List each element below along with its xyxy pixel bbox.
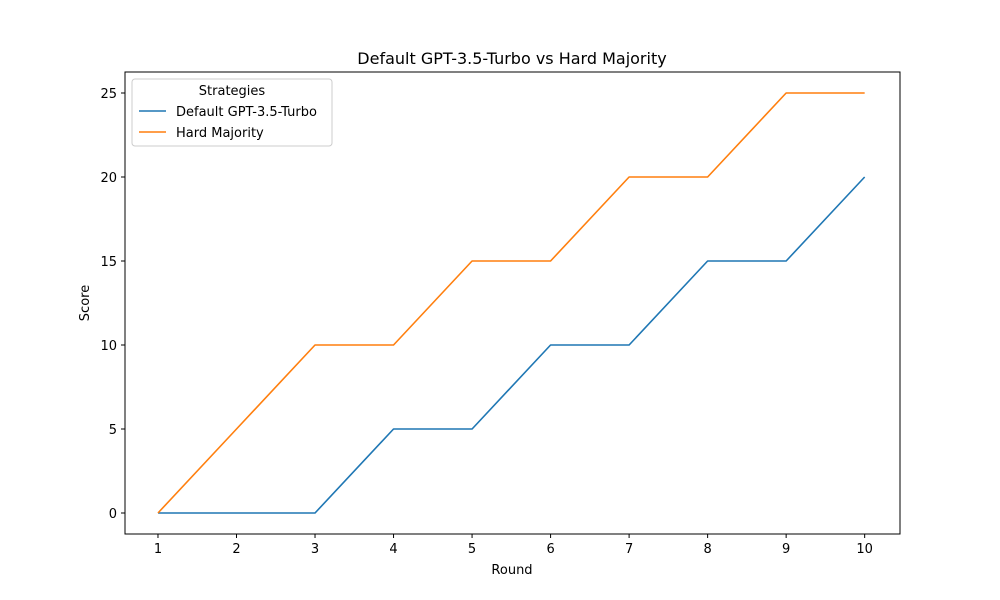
legend-box bbox=[131, 78, 333, 147]
legend-label: Hard Majority bbox=[176, 126, 264, 141]
x-tick-label: 7 bbox=[625, 542, 633, 557]
plot-lines bbox=[157, 92, 866, 514]
x-tick-label: 6 bbox=[546, 542, 554, 557]
y-tick-label: 10 bbox=[100, 339, 117, 354]
y-tick-label: 15 bbox=[100, 255, 117, 270]
plot-frame bbox=[124, 71, 901, 535]
x-tick-label: 4 bbox=[389, 542, 397, 557]
series-line-1 bbox=[157, 176, 866, 514]
x-axis-title: Round bbox=[491, 563, 532, 578]
x-tick-label: 2 bbox=[232, 542, 240, 557]
x-tick-label: 10 bbox=[856, 542, 873, 557]
y-tick-label: 25 bbox=[100, 87, 117, 102]
legend-title: Strategies bbox=[199, 84, 266, 99]
y-tick-label: 5 bbox=[109, 423, 117, 438]
x-tick-label: 1 bbox=[154, 542, 162, 557]
x-axis: 1 2 3 4 5 6 7 8 9 10 bbox=[154, 534, 873, 557]
y-axis-title: Score bbox=[78, 285, 93, 321]
chart-title: Default GPT-3.5-Turbo vs Hard Majority bbox=[357, 49, 666, 68]
x-tick-label: 8 bbox=[703, 542, 711, 557]
y-tick-label: 20 bbox=[100, 171, 117, 186]
y-tick-label: 0 bbox=[109, 507, 117, 522]
legend-label: Default GPT-3.5-Turbo bbox=[176, 105, 317, 120]
x-tick-label: 3 bbox=[311, 542, 319, 557]
x-tick-label: 5 bbox=[468, 542, 476, 557]
x-tick-label: 9 bbox=[782, 542, 790, 557]
series-line-2 bbox=[157, 92, 865, 514]
legend: Strategies Default GPT-3.5-Turbo Hard Maj… bbox=[131, 78, 333, 147]
y-axis: 0 5 10 15 20 25 bbox=[100, 87, 125, 522]
legend-entries: Default GPT-3.5-Turbo Hard Majority bbox=[139, 105, 317, 141]
